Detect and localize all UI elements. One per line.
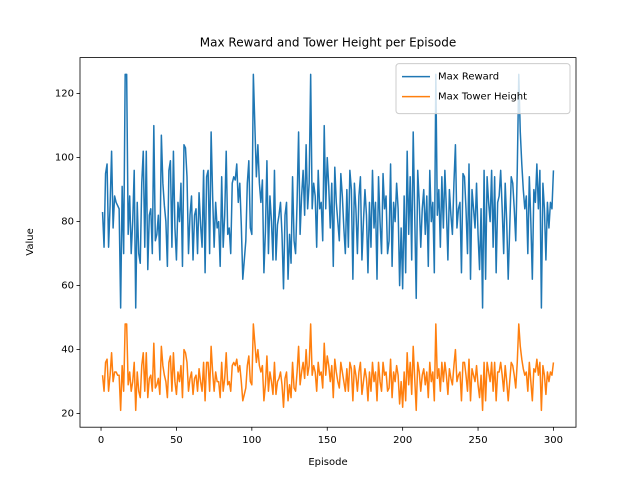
y-tick-label: 20 <box>61 409 74 420</box>
y-tick-label: 120 <box>55 89 74 100</box>
data-line <box>101 323 555 412</box>
y-tick-label: 100 <box>55 153 74 164</box>
y-tick-label: 80 <box>61 217 74 228</box>
x-tick-label: 150 <box>318 435 337 446</box>
data-line <box>101 73 555 309</box>
legend-label: Max Reward <box>438 72 499 83</box>
x-tick-label: 300 <box>544 435 563 446</box>
x-tick-label: 50 <box>170 435 183 446</box>
y-tick-label: 40 <box>61 345 74 356</box>
legend-label: Max Tower Height <box>438 92 527 103</box>
y-tick-label: 60 <box>61 281 74 292</box>
plot-frame <box>79 57 577 428</box>
x-tick-label: 0 <box>98 435 104 446</box>
chart-title: Max Reward and Tower Height per Episode <box>200 36 456 50</box>
x-tick-label: 200 <box>393 435 412 446</box>
y-axis-label: Value <box>25 228 36 255</box>
x-tick-label: 250 <box>469 435 488 446</box>
x-tick-label: 100 <box>242 435 261 446</box>
x-axis-label: Episode <box>308 457 347 468</box>
legend-box <box>395 63 571 115</box>
